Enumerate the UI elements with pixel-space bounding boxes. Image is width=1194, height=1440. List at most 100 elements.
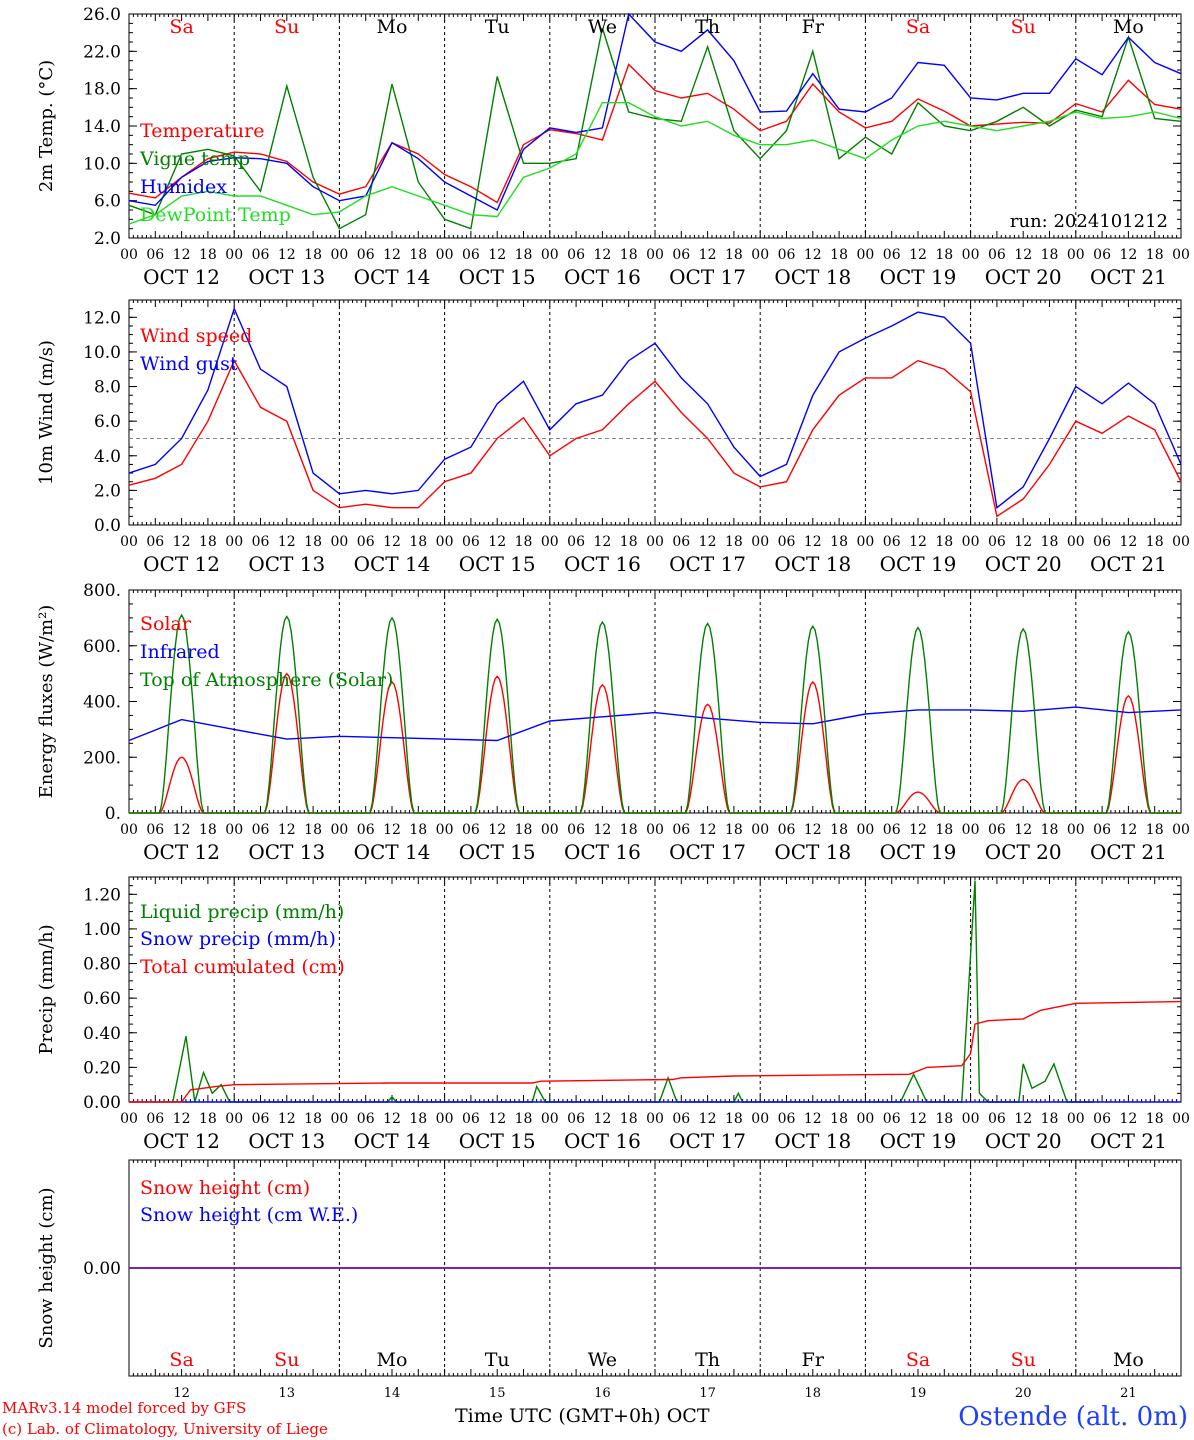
legend-entry: Snow precip (mm/h) — [140, 928, 336, 950]
hour-label: 12 — [1014, 534, 1032, 550]
hour-label: 00 — [225, 1111, 243, 1127]
y-tick-label: 800. — [83, 581, 121, 601]
hour-label: 12 — [278, 1111, 296, 1127]
date-label: OCT 17 — [669, 1129, 746, 1153]
series-line — [129, 613, 1181, 814]
hour-label: 18 — [935, 822, 953, 838]
hour-label: 12 — [699, 534, 717, 550]
hour-label: 18 — [304, 534, 322, 550]
hour-label: 12 — [1119, 822, 1137, 838]
hour-label: 06 — [883, 822, 901, 838]
hour-label: 00 — [1172, 1111, 1190, 1127]
hour-label: 18 — [935, 534, 953, 550]
lab-credit: (c) Lab. of Climatology, University of L… — [2, 1420, 328, 1438]
legend-entry: Wind speed — [140, 325, 252, 347]
hour-label: 00 — [1067, 534, 1085, 550]
hour-label: 00 — [120, 1111, 138, 1127]
hour-label: 06 — [883, 1111, 901, 1127]
date-label: OCT 15 — [459, 265, 536, 289]
x-axis-title: Time UTC (GMT+0h) OCT — [455, 1405, 710, 1427]
hour-label: 12 — [173, 534, 191, 550]
hour-label: 18 — [620, 534, 638, 550]
date-label: OCT 16 — [564, 265, 641, 289]
hour-label: 18 — [935, 247, 953, 263]
day-number: 21 — [1120, 1386, 1137, 1401]
y-tick-label: 10.0 — [83, 343, 121, 363]
date-label: OCT 18 — [774, 552, 851, 576]
hour-label: 00 — [541, 247, 559, 263]
hour-label: 18 — [515, 247, 533, 263]
hour-label: 06 — [988, 822, 1006, 838]
day-number: 13 — [279, 1386, 296, 1401]
hour-label: 12 — [488, 534, 506, 550]
hour-label: 00 — [646, 247, 664, 263]
hour-label: 12 — [488, 822, 506, 838]
hour-label: 06 — [1093, 247, 1111, 263]
hour-label: 18 — [515, 822, 533, 838]
hour-label: 06 — [988, 534, 1006, 550]
hour-label: 00 — [962, 822, 980, 838]
hour-label: 06 — [672, 534, 690, 550]
hour-label: 12 — [804, 247, 822, 263]
weekday-label: Sa — [169, 16, 193, 38]
hour-label: 18 — [199, 822, 217, 838]
hour-label: 12 — [909, 1111, 927, 1127]
legend-entry: Temperature — [140, 120, 264, 142]
hour-label: 18 — [515, 534, 533, 550]
hour-label: 18 — [1146, 247, 1164, 263]
date-label: OCT 19 — [880, 840, 957, 864]
hour-label: 00 — [541, 534, 559, 550]
hour-label: 06 — [778, 247, 796, 263]
hour-label: 06 — [567, 534, 585, 550]
hour-label: 00 — [330, 534, 348, 550]
series-line — [128, 63, 1182, 204]
hour-label: 12 — [593, 247, 611, 263]
y-tick-label: 400. — [83, 693, 121, 713]
hour-label: 12 — [909, 822, 927, 838]
hour-label: 06 — [1093, 534, 1111, 550]
date-label: OCT 16 — [564, 1129, 641, 1153]
hour-label: 18 — [935, 1111, 953, 1127]
weekday-label: Su — [274, 1349, 299, 1371]
hour-label: 18 — [304, 822, 322, 838]
legend-entry: Vigne temp — [139, 148, 250, 170]
hour-label: 06 — [252, 1111, 270, 1127]
hour-label: 00 — [856, 247, 874, 263]
y-axis-label: 2m Temp. (°C) — [36, 60, 57, 192]
hour-label: 18 — [515, 1111, 533, 1127]
hour-label: 00 — [751, 534, 769, 550]
hour-label: 06 — [778, 534, 796, 550]
hour-label: 18 — [1146, 822, 1164, 838]
hour-label: 12 — [804, 1111, 822, 1127]
hour-label: 06 — [672, 1111, 690, 1127]
hour-label: 00 — [751, 1111, 769, 1127]
series-line — [128, 27, 1182, 230]
date-label: OCT 21 — [1090, 265, 1167, 289]
date-label: OCT 14 — [354, 552, 431, 576]
hour-label: 12 — [1014, 822, 1032, 838]
hour-label: 06 — [252, 534, 270, 550]
hour-label: 00 — [225, 534, 243, 550]
legend-entry: DewPoint Temp — [140, 204, 291, 226]
y-tick-label: 1.00 — [83, 920, 121, 940]
date-label: OCT 19 — [880, 265, 957, 289]
day-number: 15 — [489, 1386, 506, 1401]
legend-entry: Snow height (cm) — [140, 1177, 310, 1199]
series-line — [128, 359, 1182, 518]
hour-label: 06 — [462, 1111, 480, 1127]
date-label: OCT 20 — [985, 265, 1062, 289]
y-tick-label: 6.0 — [94, 192, 121, 212]
hour-label: 18 — [830, 534, 848, 550]
weekday-label: We — [588, 16, 617, 38]
hour-label: 12 — [1119, 247, 1137, 263]
y-tick-label: 2.0 — [94, 229, 121, 249]
hour-label: 06 — [357, 1111, 375, 1127]
hour-label: 06 — [146, 534, 164, 550]
hour-label: 06 — [778, 822, 796, 838]
hour-label: 00 — [1067, 822, 1085, 838]
weekday-label: Sa — [906, 16, 930, 38]
hour-label: 06 — [567, 247, 585, 263]
hour-label: 18 — [725, 247, 743, 263]
hour-label: 00 — [330, 1111, 348, 1127]
